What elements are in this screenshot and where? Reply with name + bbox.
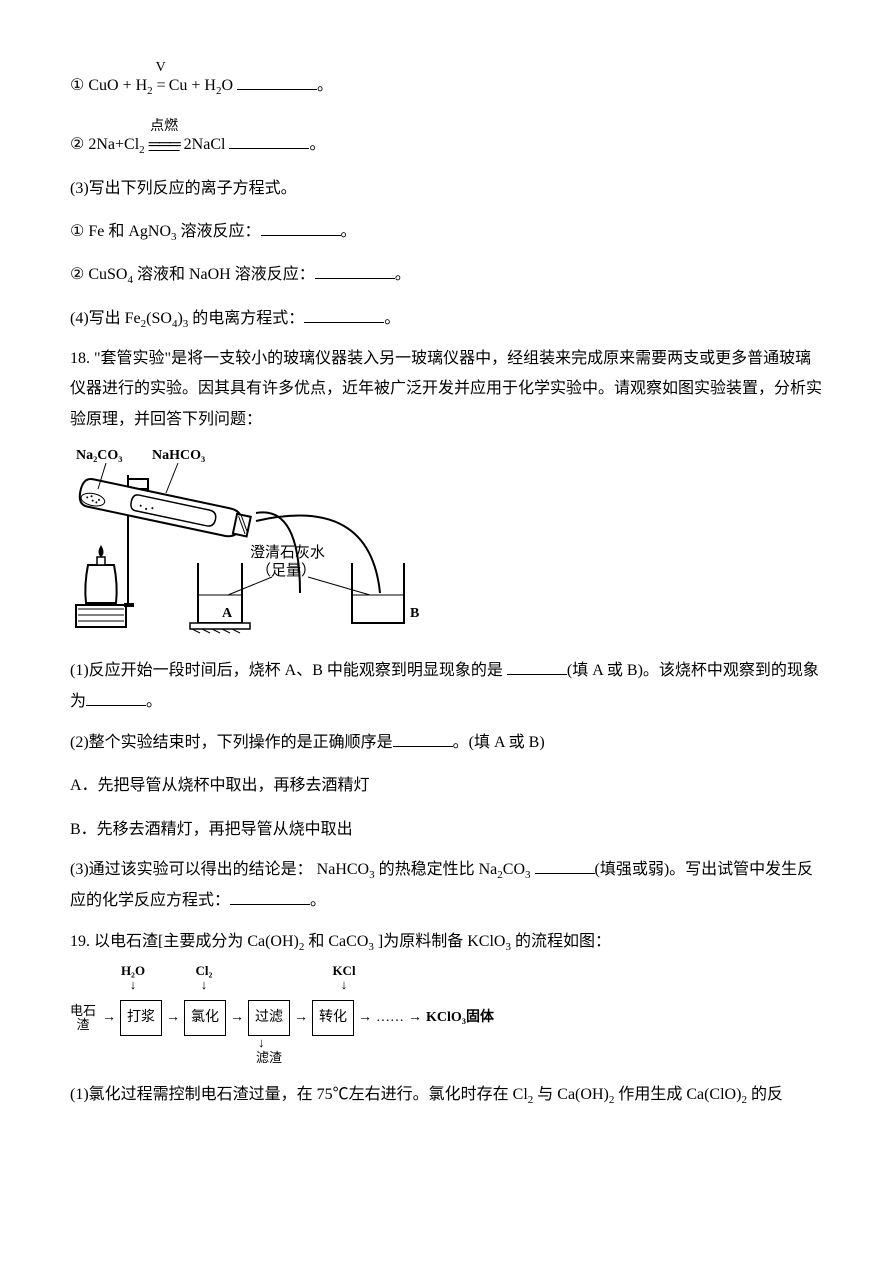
apparatus-svg: Na₂CO₃ NaHCO₃ A 澄清石灰水 （足量） B xyxy=(70,445,430,635)
q18-s3b: 的热稳定性比 Na xyxy=(375,861,498,878)
arrow-icon: → xyxy=(408,1003,422,1034)
down-arrow-icon: ↓ xyxy=(130,977,137,992)
q18-s3sub3: 3 xyxy=(525,869,531,881)
p3-s1b: 溶液反应： xyxy=(177,223,261,240)
p4-end: 。 xyxy=(384,310,400,327)
arrow-icon: → xyxy=(166,1003,180,1034)
flow-slag: 滤渣 xyxy=(256,1050,282,1065)
p4-d: 的电离方程式： xyxy=(188,310,304,327)
p3-s2end: 。 xyxy=(395,266,411,283)
q19-s1d: 的反 xyxy=(747,1086,783,1103)
label-beaker-b: B xyxy=(410,606,419,621)
p4-blank xyxy=(304,306,384,323)
flow-left1: 电石 xyxy=(70,1004,96,1018)
eq2-end: 。 xyxy=(309,136,325,153)
q18-s3end: 。 xyxy=(310,892,326,909)
p3-sub1: ① Fe 和 AgNO3 溶液反应：。 xyxy=(70,214,822,249)
eq1-blank xyxy=(237,73,317,90)
eq1-num: ① xyxy=(70,77,84,94)
q18-optA: A．先把导管从烧杯中取出，再移去酒精灯 xyxy=(70,768,822,803)
eq1-sub1: 2 xyxy=(147,85,153,97)
q18-s2a: (2)整个实验结束时，下列操作的是正确顺序是 xyxy=(70,734,393,751)
label-na2co3: Na₂CO₃ xyxy=(76,448,123,463)
q18-s1end: 。 xyxy=(146,693,162,710)
eq2-cond: 点燃 xyxy=(150,112,178,143)
flow-box-3: 过滤 xyxy=(248,1000,290,1037)
q19-s1c: 作用生成 Ca(ClO) xyxy=(614,1086,741,1103)
q19-s1: (1)氯化过程需控制电石渣过量，在 75℃左右进行。氯化时存在 Cl2 与 Ca… xyxy=(70,1077,822,1112)
eq2-sub1: 2 xyxy=(139,145,145,157)
eq2-blank xyxy=(229,132,309,149)
q19-flowchart: H₂O Cl₂ KCl ↓ ↓ ↓ 电石 渣 → 打浆 → 氯化 → 过滤 → … xyxy=(70,968,822,1065)
label-nahco3: NaHCO₃ xyxy=(152,448,205,463)
q18-s2-blank xyxy=(393,730,453,747)
p3-s1end: 。 xyxy=(341,223,357,240)
q19-intro-b: 和 CaCO xyxy=(304,933,368,950)
flow-dots: …… xyxy=(376,1003,404,1034)
label-beaker-a: A xyxy=(222,606,233,621)
eq2-num: ② xyxy=(70,136,84,153)
flow-left-label: 电石 渣 xyxy=(70,1004,96,1033)
q18-s1a: (1)反应开始一段时间后，烧杯 A、B 中能观察到明显现象的是 xyxy=(70,662,507,679)
p3-label: (3)写出下列反应的离子方程式。 xyxy=(70,171,822,206)
p3-sub2: ② CuSO4 溶液和 NaOH 溶液反应：。 xyxy=(70,257,822,292)
flow-bottom: ↓ 滤渣 xyxy=(256,1036,822,1065)
p4-b: (SO xyxy=(146,310,172,327)
p3-s2b: 溶液和 NaOH 溶液反应： xyxy=(133,266,315,283)
arrow-icon: → xyxy=(230,1003,244,1034)
eq2-lhs: 2Na+Cl xyxy=(88,136,139,153)
q18-apparatus-figure: Na₂CO₃ NaHCO₃ A 澄清石灰水 （足量） B xyxy=(70,445,822,648)
q18-s1-blank1 xyxy=(507,658,567,675)
eq1-rhs1: Cu + H xyxy=(169,77,216,94)
p4: (4)写出 Fe2(SO4)3 的电离方程式：。 xyxy=(70,301,822,336)
label-limewater2: （足量） xyxy=(256,562,316,579)
flow-down-arrows: ↓ ↓ ↓ xyxy=(110,986,822,1000)
q19-s1b: 与 Ca(OH) xyxy=(533,1086,609,1103)
q19-intro-a: 19. 以电石渣[主要成分为 Ca(OH) xyxy=(70,933,299,950)
eq2-condition: 点燃 ═══ xyxy=(149,127,180,162)
flow-main-row: 电石 渣 → 打浆 → 氯化 → 过滤 → 转化 → …… → KClO₃固体 xyxy=(70,1000,822,1037)
eq1-rhs2: O xyxy=(221,77,233,94)
q18-s3c: CO xyxy=(503,861,525,878)
eq2-rhs: 2NaCl xyxy=(184,136,226,153)
flow-left2: 渣 xyxy=(77,1018,90,1032)
q19-intro-d: 的流程如图： xyxy=(511,933,611,950)
q18-s1: (1)反应开始一段时间后，烧杯 A、B 中能观察到明显现象的是 (填 A 或 B… xyxy=(70,656,822,717)
arrow-icon: → xyxy=(358,1003,372,1034)
q19-s1a: (1)氯化过程需控制电石渣过量，在 75℃左右进行。氯化时存在 Cl xyxy=(70,1086,528,1103)
equation-1: ① CuO + H2 V = Cu + H2O 。 xyxy=(70,68,822,103)
arrow-icon: → xyxy=(102,1003,116,1034)
arrow-icon: → xyxy=(294,1003,308,1034)
flow-out: KClO₃固体 xyxy=(426,1003,494,1034)
q18-s2: (2)整个实验结束时，下列操作的是正确顺序是 。(填 A 或 B) xyxy=(70,725,822,760)
p4-a: (4)写出 Fe xyxy=(70,310,141,327)
q19-intro: 19. 以电石渣[主要成分为 Ca(OH)2 和 CaCO3 ]为原料制备 KC… xyxy=(70,924,822,959)
q18-s3-blank2 xyxy=(230,888,310,905)
p3-s1-blank xyxy=(261,219,341,236)
equation-2: ② 2Na+Cl2 点燃 ═══ 2NaCl 。 xyxy=(70,127,822,162)
q18-s3-blank1 xyxy=(535,857,595,874)
eq1-lhs: CuO + H xyxy=(88,77,147,94)
p3-s2-blank xyxy=(315,262,395,279)
p3-s1a: ① Fe 和 AgNO xyxy=(70,223,171,240)
flow-box-2: 氯化 xyxy=(184,1000,226,1037)
q19-intro-c: ]为原料制备 KClO xyxy=(374,933,506,950)
down-arrow-icon: ↓ xyxy=(201,977,208,992)
eq1-condition: V = xyxy=(157,68,165,103)
eq1-end: 。 xyxy=(317,77,333,94)
q18-s3: (3)通过该实验可以得出的结论是： NaHCO3 的热稳定性比 Na2CO3 (… xyxy=(70,855,822,916)
label-limewater1: 澄清石灰水 xyxy=(250,544,325,561)
q18-s3a: (3)通过该实验可以得出的结论是： NaHCO xyxy=(70,861,369,878)
flow-box-1: 打浆 xyxy=(120,1000,162,1037)
q18-s1-blank2 xyxy=(86,689,146,706)
q18-s2b: 。(填 A 或 B) xyxy=(453,734,545,751)
eq1-cond: V xyxy=(156,53,166,84)
q18-optB: B．先移去酒精灯，再把导管从烧中取出 xyxy=(70,812,822,847)
p3-s2a: ② CuSO xyxy=(70,266,127,283)
down-arrow-icon: ↓ xyxy=(258,1035,265,1050)
down-arrow-icon: ↓ xyxy=(341,977,348,992)
q18-intro: 18. "套管实验"是将一支较小的玻璃仪器装入另一玻璃仪器中，经组装来完成原来需… xyxy=(70,344,822,435)
flow-box-4: 转化 xyxy=(312,1000,354,1037)
